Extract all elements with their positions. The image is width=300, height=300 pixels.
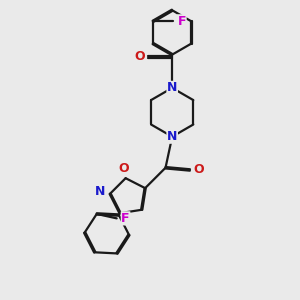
Text: O: O	[118, 162, 129, 175]
Text: N: N	[167, 130, 177, 143]
Text: O: O	[194, 164, 204, 176]
Text: N: N	[95, 185, 106, 198]
Text: F: F	[121, 212, 130, 225]
Text: O: O	[134, 50, 145, 63]
Text: N: N	[167, 81, 177, 94]
Text: F: F	[178, 15, 186, 28]
